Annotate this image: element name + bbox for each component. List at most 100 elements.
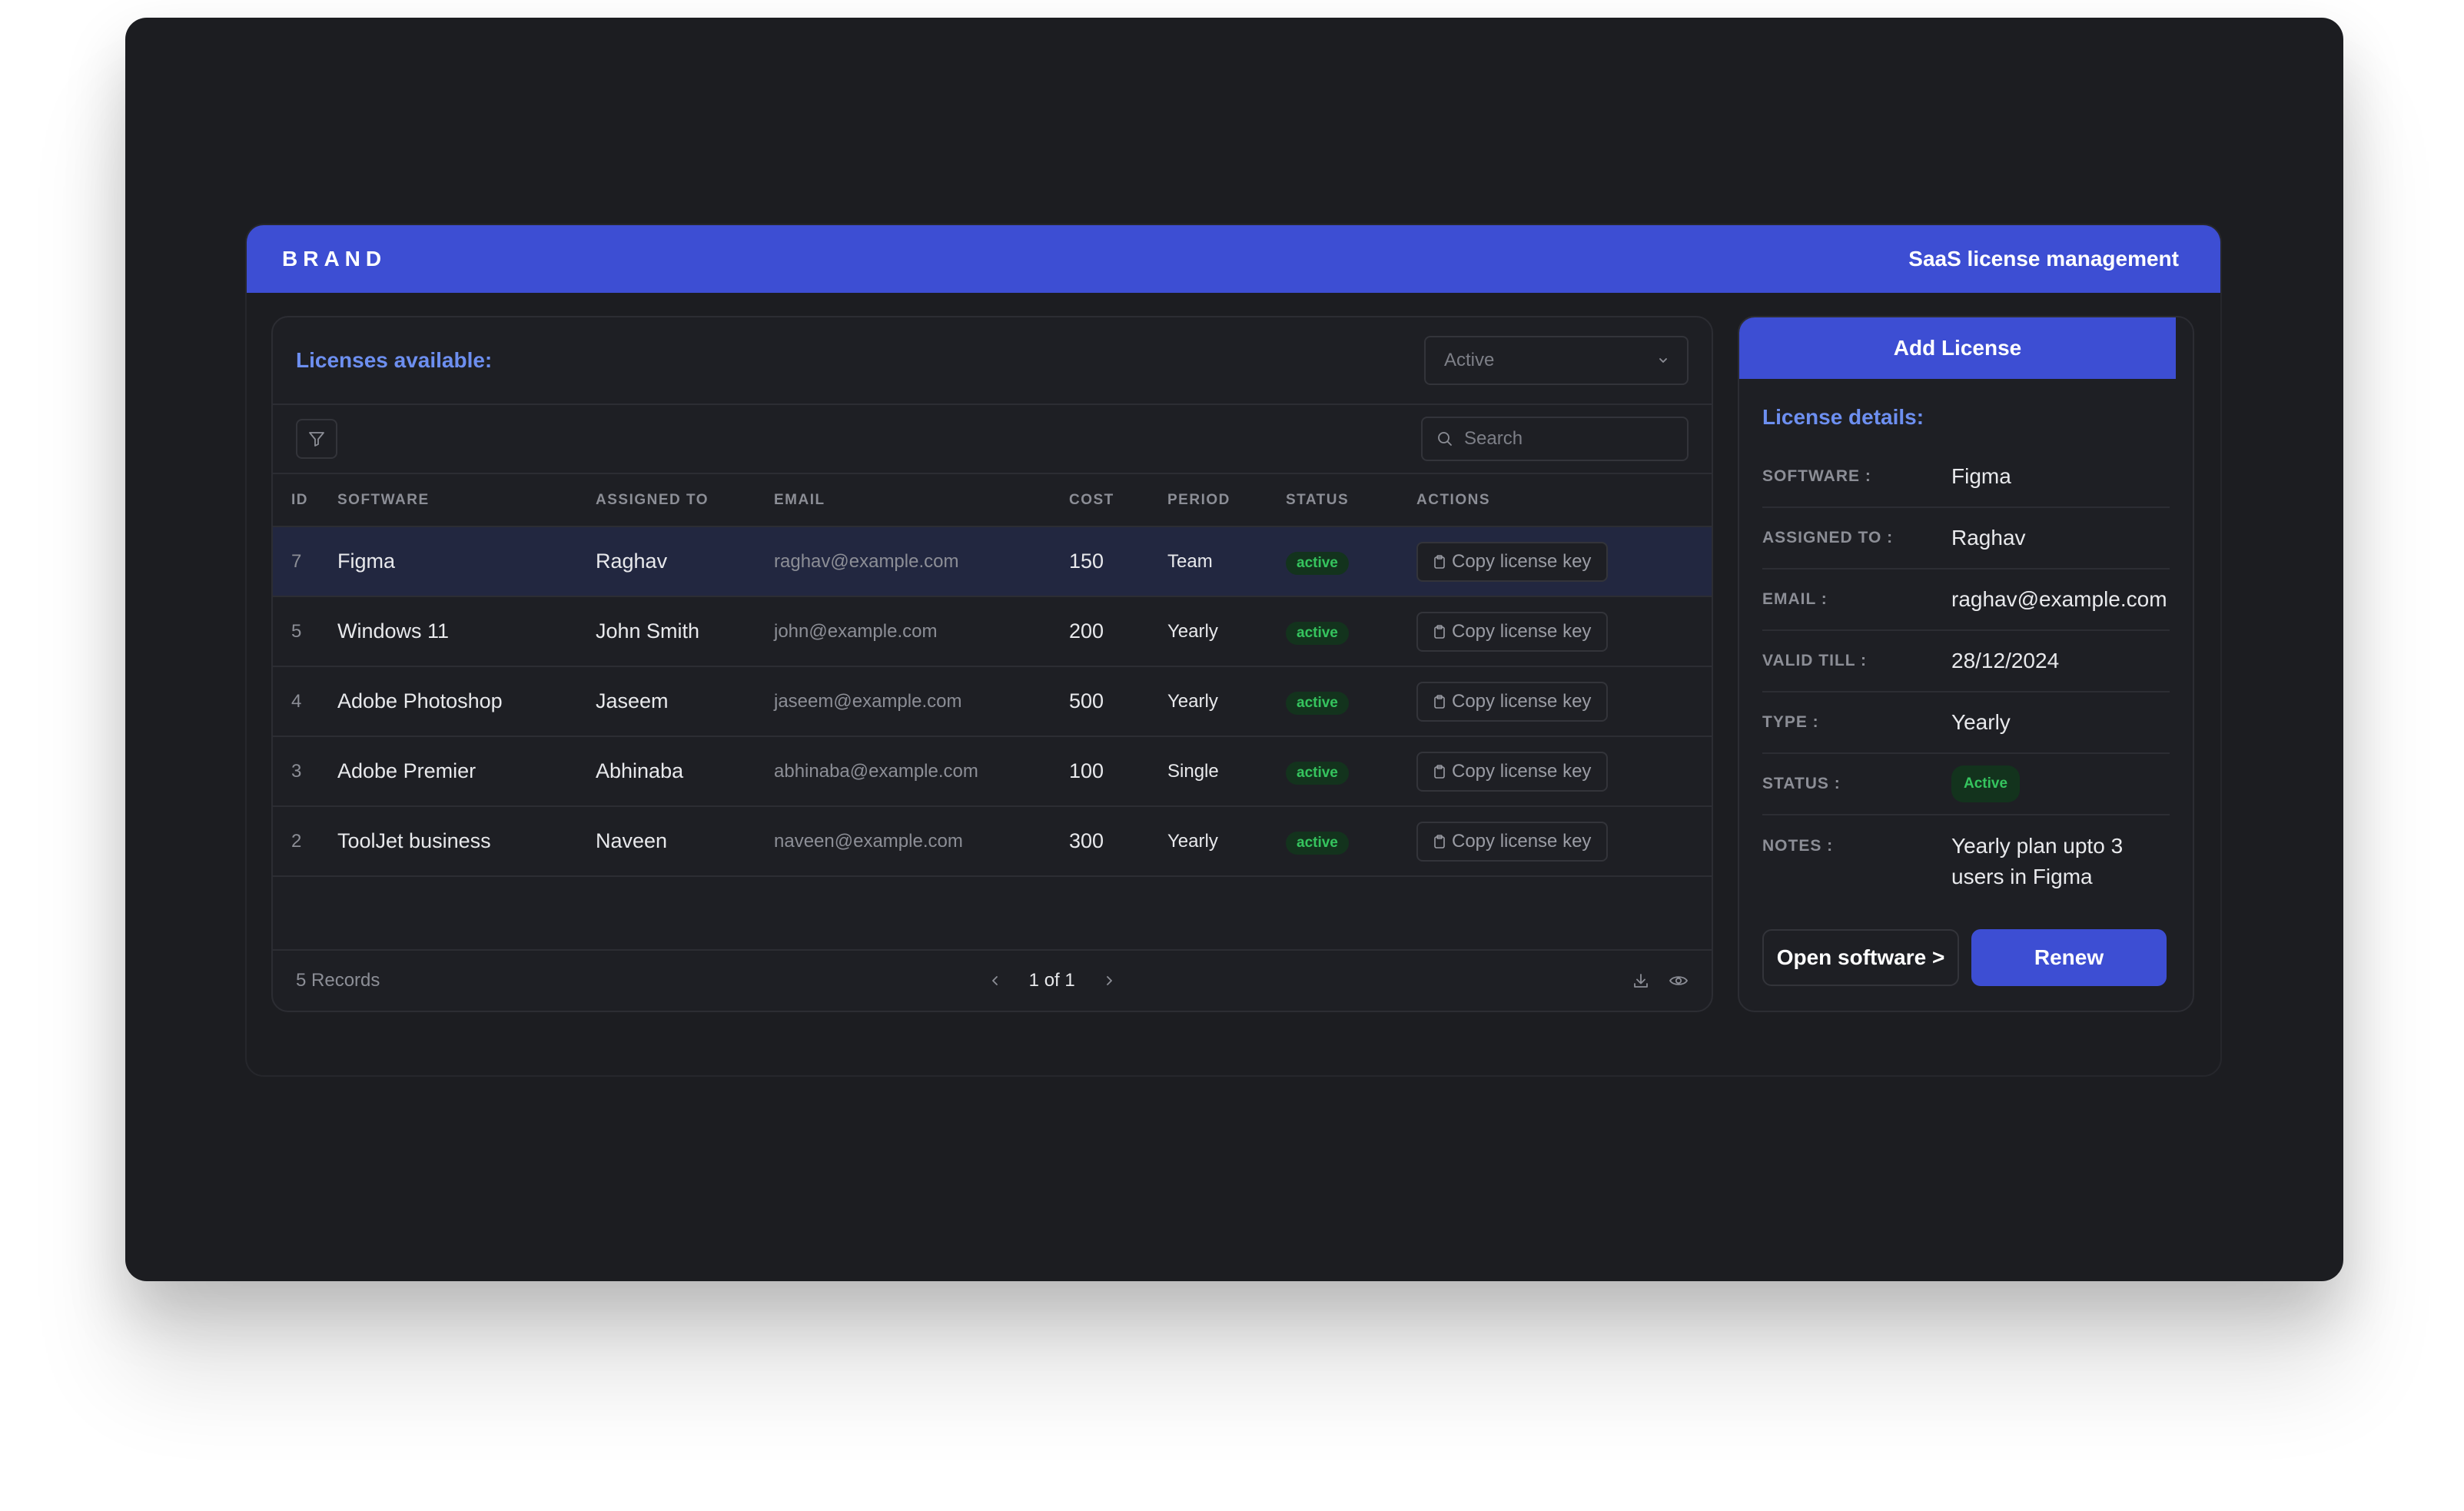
- detail-label: TYPE :: [1762, 713, 1819, 731]
- clipboard-icon: [1434, 834, 1445, 848]
- detail-value: Yearly: [1951, 710, 2011, 734]
- detail-row-assigned-to: ASSIGNED TO : Raghav: [1762, 508, 2170, 570]
- table-footer: 5 Records 1 of 1: [273, 949, 1712, 1011]
- column-header-assigned-to[interactable]: ASSIGNED TO: [596, 474, 774, 527]
- table-row[interactable]: 3 Adobe Premier Abhinaba abhinaba@exampl…: [273, 736, 1712, 806]
- cell-status: active: [1286, 806, 1416, 876]
- license-details-title: License details:: [1762, 405, 1924, 429]
- cell-status: active: [1286, 596, 1416, 666]
- cell-software: Adobe Premier: [337, 759, 477, 782]
- open-software-button[interactable]: Open software >: [1762, 929, 1959, 986]
- clipboard-icon: [1434, 554, 1445, 569]
- copy-license-key-button[interactable]: Copy license key: [1416, 821, 1609, 862]
- cell-status: active: [1286, 666, 1416, 736]
- cell-email: john@example.com: [774, 620, 938, 642]
- column-header-id[interactable]: ID: [273, 474, 337, 527]
- table-row[interactable]: 7 Figma Raghav raghav@example.com 150 Te…: [273, 526, 1712, 596]
- detail-value: Active: [1951, 765, 2170, 802]
- cell-id: 2: [291, 830, 302, 852]
- add-license-button[interactable]: Add License: [1739, 317, 2176, 379]
- copy-license-key-button[interactable]: Copy license key: [1416, 611, 1609, 652]
- top-bar: BRAND SaaS license management: [247, 225, 2220, 293]
- cell-software: Windows 11: [337, 619, 450, 643]
- cell-assigned-to: Naveen: [596, 829, 668, 852]
- clipboard-icon: [1434, 694, 1445, 709]
- table-row[interactable]: 4 Adobe Photoshop Jaseem jaseem@example.…: [273, 666, 1712, 736]
- copy-button-label: Copy license key: [1452, 830, 1592, 852]
- search-input[interactable]: Search: [1421, 417, 1689, 461]
- column-header-cost[interactable]: COST: [1069, 474, 1167, 527]
- detail-label: VALID TILL :: [1762, 652, 1868, 669]
- table-row[interactable]: 5 Windows 11 John Smith john@example.com…: [273, 596, 1712, 666]
- copy-button-label: Copy license key: [1452, 760, 1592, 782]
- page-indicator: 1 of 1: [1028, 970, 1075, 991]
- status-badge: active: [1286, 621, 1349, 645]
- status-dropdown[interactable]: Active: [1424, 336, 1689, 385]
- brand-logo: BRAND: [282, 247, 387, 271]
- column-header-period[interactable]: PERIOD: [1167, 474, 1286, 527]
- status-badge: Active: [1951, 765, 2021, 802]
- chevron-left-icon[interactable]: [989, 975, 1001, 987]
- cell-period: Yearly: [1167, 690, 1218, 712]
- cell-email: abhinaba@example.com: [774, 760, 978, 782]
- copy-license-key-button[interactable]: Copy license key: [1416, 681, 1609, 722]
- table-row[interactable]: 2 ToolJet business Naveen naveen@example…: [273, 806, 1712, 876]
- cell-cost: 500: [1069, 689, 1104, 712]
- cell-cost: 200: [1069, 619, 1104, 643]
- renew-button[interactable]: Renew: [1971, 929, 2167, 986]
- table-header-row: ID SOFTWARE ASSIGNED TO EMAIL COST PERIO…: [273, 474, 1712, 527]
- column-header-actions: ACTIONS: [1416, 474, 1712, 527]
- cell-assigned-to: Jaseem: [596, 689, 669, 712]
- download-icon[interactable]: [1632, 971, 1650, 990]
- detail-label: SOFTWARE :: [1762, 467, 1871, 485]
- detail-label: EMAIL :: [1762, 590, 1828, 608]
- copy-license-key-button[interactable]: Copy license key: [1416, 541, 1609, 582]
- license-details-card: Add License License details: SOFTWARE : …: [1738, 316, 2194, 1012]
- status-badge: active: [1286, 761, 1349, 785]
- column-header-status[interactable]: STATUS: [1286, 474, 1416, 527]
- licenses-table: ID SOFTWARE ASSIGNED TO EMAIL COST PERIO…: [273, 474, 1712, 877]
- clipboard-icon: [1434, 764, 1445, 779]
- status-dropdown-value: Active: [1444, 350, 1495, 370]
- status-badge: active: [1286, 831, 1349, 855]
- cell-actions: Copy license key: [1416, 526, 1712, 596]
- cell-status: active: [1286, 736, 1416, 806]
- eye-icon[interactable]: [1669, 971, 1689, 990]
- filter-button[interactable]: [296, 419, 337, 459]
- detail-row-notes: NOTES : Yearly plan upto 3 users in Figm…: [1762, 815, 2170, 900]
- detail-row-valid-till: VALID TILL : 28/12/2024: [1762, 631, 2170, 692]
- status-badge: active: [1286, 691, 1349, 715]
- detail-label: ASSIGNED TO :: [1762, 529, 1894, 546]
- detail-label: STATUS :: [1762, 775, 1841, 792]
- cell-assigned-to: Abhinaba: [596, 759, 684, 782]
- chevron-right-icon[interactable]: [1103, 975, 1115, 987]
- chevron-down-icon: [1659, 358, 1667, 363]
- column-header-software[interactable]: SOFTWARE: [337, 474, 596, 527]
- cell-email: jaseem@example.com: [774, 690, 962, 712]
- column-header-email[interactable]: EMAIL: [774, 474, 1069, 527]
- detail-value: Raghav: [1951, 526, 2026, 550]
- cell-software: ToolJet business: [337, 829, 491, 852]
- cell-id: 7: [291, 550, 302, 572]
- cell-period: Yearly: [1167, 830, 1218, 852]
- pagination: 1 of 1: [989, 970, 1115, 991]
- detail-value: Figma: [1951, 464, 2011, 488]
- search-icon: [1438, 432, 1452, 446]
- cell-id: 5: [291, 620, 302, 642]
- cell-actions: Copy license key: [1416, 736, 1712, 806]
- copy-button-label: Copy license key: [1452, 690, 1592, 712]
- table-toolbar: Search: [273, 405, 1712, 474]
- cell-cost: 100: [1069, 759, 1104, 782]
- cell-period: Single: [1167, 760, 1219, 782]
- status-badge: active: [1286, 551, 1349, 575]
- detail-row-email: EMAIL : raghav@example.com: [1762, 570, 2170, 631]
- detail-value: Yearly plan upto 3 users in Figma: [1951, 834, 2124, 888]
- cell-email: naveen@example.com: [774, 830, 963, 852]
- detail-label: NOTES :: [1762, 837, 1834, 855]
- licenses-title: Licenses available:: [296, 348, 493, 372]
- copy-license-key-button[interactable]: Copy license key: [1416, 751, 1609, 792]
- cell-actions: Copy license key: [1416, 596, 1712, 666]
- detail-row-status: STATUS : Active: [1762, 754, 2170, 815]
- cell-period: Team: [1167, 550, 1213, 572]
- licenses-card: Licenses available: Active Search I: [271, 316, 1713, 1012]
